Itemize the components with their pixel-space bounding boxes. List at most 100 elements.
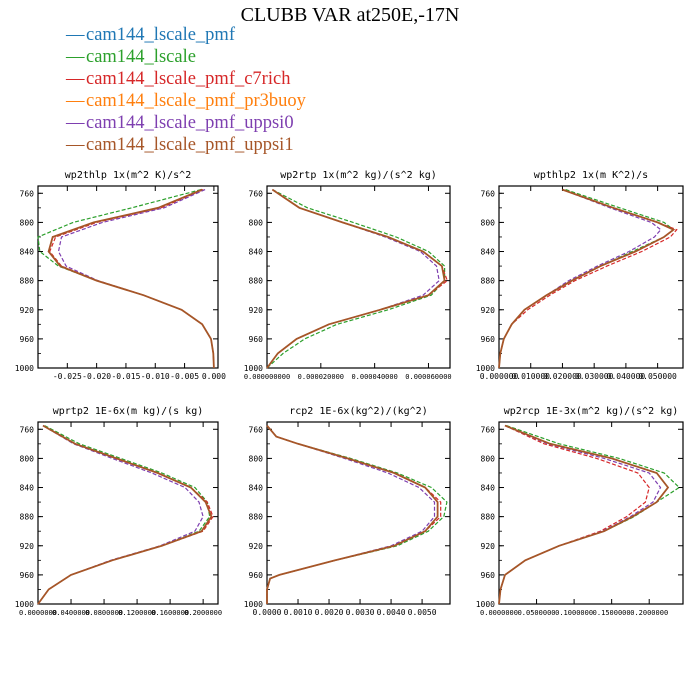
x-tick-label: 0.0050 bbox=[408, 608, 437, 617]
panel-frame bbox=[266, 185, 451, 369]
y-tick-label: 880 bbox=[481, 513, 496, 522]
y-tick-label: 1000 bbox=[15, 600, 34, 609]
legend-entry: —cam144_lscale bbox=[66, 46, 306, 68]
x-tick-label: 0.0030 bbox=[346, 608, 375, 617]
y-tick-label: 800 bbox=[20, 454, 35, 463]
y-tick-label: 920 bbox=[249, 306, 264, 315]
legend-label: cam144_lscale_pmf bbox=[86, 25, 235, 45]
panel-frame bbox=[37, 185, 219, 369]
legend-entry: —cam144_lscale_pmf_uppsi1 bbox=[66, 134, 306, 156]
series-line bbox=[266, 425, 439, 604]
y-tick-label: 1000 bbox=[15, 364, 34, 373]
y-tick-label: 880 bbox=[20, 513, 35, 522]
y-tick-label: 800 bbox=[481, 218, 496, 227]
x-tick-label: 0.0000 bbox=[253, 608, 282, 617]
panel-title: wpthlp2 1x(m K^2)/s bbox=[534, 170, 648, 181]
y-tick-label: 960 bbox=[249, 571, 264, 580]
y-tick-label: 920 bbox=[20, 306, 35, 315]
series-line bbox=[498, 189, 662, 369]
series-line bbox=[37, 189, 215, 369]
series-line bbox=[498, 424, 670, 605]
x-tick-label: 0.0040 bbox=[377, 608, 406, 617]
y-tick-label: 840 bbox=[20, 248, 35, 257]
x-tick-label: -0.010 bbox=[141, 372, 170, 381]
legend-entry: —cam144_lscale_pmf bbox=[66, 24, 306, 46]
legend-label: cam144_lscale_pmf_pr3buoy bbox=[86, 91, 306, 111]
x-tick-label: 0.2000000 bbox=[184, 609, 222, 617]
panel-title: rcp2 1E-6x(kg^2)/(kg^2) bbox=[289, 406, 427, 417]
x-tick-label: 0.040000 bbox=[607, 372, 646, 381]
y-tick-label: 1000 bbox=[244, 600, 263, 609]
legend-entry: —cam144_lscale_pmf_uppsi0 bbox=[66, 112, 306, 134]
legend-swatch: — bbox=[66, 91, 85, 111]
x-tick-label: 0.0000000 bbox=[19, 609, 57, 617]
y-tick-label: 800 bbox=[249, 454, 264, 463]
legend-label: cam144_lscale bbox=[86, 47, 196, 67]
panel-title: wp2thlp 1x(m^2 K)/s^2 bbox=[65, 170, 191, 181]
panel-frame bbox=[498, 185, 684, 369]
legend-label: cam144_lscale_pmf_uppsi1 bbox=[86, 135, 294, 155]
x-tick-label: 0.000040000 bbox=[351, 373, 397, 381]
x-tick-label: 0.0010 bbox=[284, 608, 313, 617]
x-tick-label: 0.000060000 bbox=[405, 373, 451, 381]
y-tick-label: 840 bbox=[249, 248, 264, 257]
x-tick-label: 0.020000 bbox=[543, 372, 582, 381]
series-line bbox=[266, 425, 448, 604]
series-line bbox=[37, 425, 211, 605]
x-tick-label: 0.000020000 bbox=[298, 373, 344, 381]
series-line bbox=[49, 189, 215, 369]
y-tick-label: 920 bbox=[20, 542, 35, 551]
legend-entry: —cam144_lscale_pmf_pr3buoy bbox=[66, 90, 306, 112]
series-line bbox=[37, 425, 214, 605]
panel-title: wp2rcp 1E-3x(m^2 kg)/(s^2 kg) bbox=[504, 406, 679, 417]
series-line bbox=[498, 188, 676, 369]
y-tick-label: 760 bbox=[481, 189, 496, 198]
x-tick-label: -0.020 bbox=[82, 372, 111, 381]
panel-title: wprtp2 1E-6x(m kg)/(s kg) bbox=[53, 406, 204, 417]
y-tick-label: 960 bbox=[20, 335, 35, 344]
legend-swatch: — bbox=[66, 69, 85, 89]
y-tick-label: 880 bbox=[20, 277, 35, 286]
y-tick-label: 760 bbox=[249, 425, 264, 434]
series-line bbox=[498, 189, 675, 369]
y-tick-label: 840 bbox=[20, 484, 35, 493]
x-tick-label: 0.0400000 bbox=[52, 609, 90, 617]
panel-frame bbox=[498, 421, 684, 605]
y-tick-label: 1000 bbox=[476, 364, 495, 373]
series-line bbox=[37, 425, 204, 605]
y-tick-label: 760 bbox=[249, 189, 264, 198]
y-tick-label: 840 bbox=[481, 248, 496, 257]
x-tick-label: 0.0800000 bbox=[85, 609, 123, 617]
series-line bbox=[266, 425, 442, 604]
panel-title: wp2rtp 1x(m^2 kg)/(s^2 kg) bbox=[280, 170, 437, 181]
y-tick-label: 920 bbox=[481, 542, 496, 551]
x-tick-label: 0.030000 bbox=[575, 372, 614, 381]
x-tick-label: -0.015 bbox=[111, 372, 140, 381]
x-tick-label: 0.010000 bbox=[511, 372, 550, 381]
series-line bbox=[57, 189, 215, 369]
x-tick-label: 0.1200000 bbox=[118, 609, 156, 617]
y-tick-label: 880 bbox=[249, 277, 264, 286]
x-tick-label: -0.025 bbox=[53, 372, 82, 381]
y-tick-label: 960 bbox=[20, 571, 35, 580]
series-line bbox=[498, 425, 662, 605]
panel-frame bbox=[266, 421, 451, 605]
series-line bbox=[498, 189, 678, 369]
legend-swatch: — bbox=[66, 25, 85, 45]
legend-entry: —cam144_lscale_pmf_c7rich bbox=[66, 68, 306, 90]
x-tick-label: 0.1500000 bbox=[593, 609, 631, 617]
y-tick-label: 920 bbox=[481, 306, 496, 315]
x-tick-label: 0.000 bbox=[202, 372, 226, 381]
panel-frame bbox=[37, 421, 219, 605]
y-tick-label: 760 bbox=[20, 425, 35, 434]
series-line bbox=[498, 425, 650, 605]
x-tick-label: 0.0000000 bbox=[480, 609, 518, 617]
legend-swatch: — bbox=[66, 47, 85, 67]
legend-swatch: — bbox=[66, 135, 85, 155]
legend-label: cam144_lscale_pmf_uppsi0 bbox=[86, 113, 294, 133]
series-line bbox=[37, 424, 213, 605]
x-tick-label: 0.000000000 bbox=[244, 373, 290, 381]
y-tick-label: 760 bbox=[20, 189, 35, 198]
x-tick-label: 0.1000000 bbox=[555, 609, 593, 617]
